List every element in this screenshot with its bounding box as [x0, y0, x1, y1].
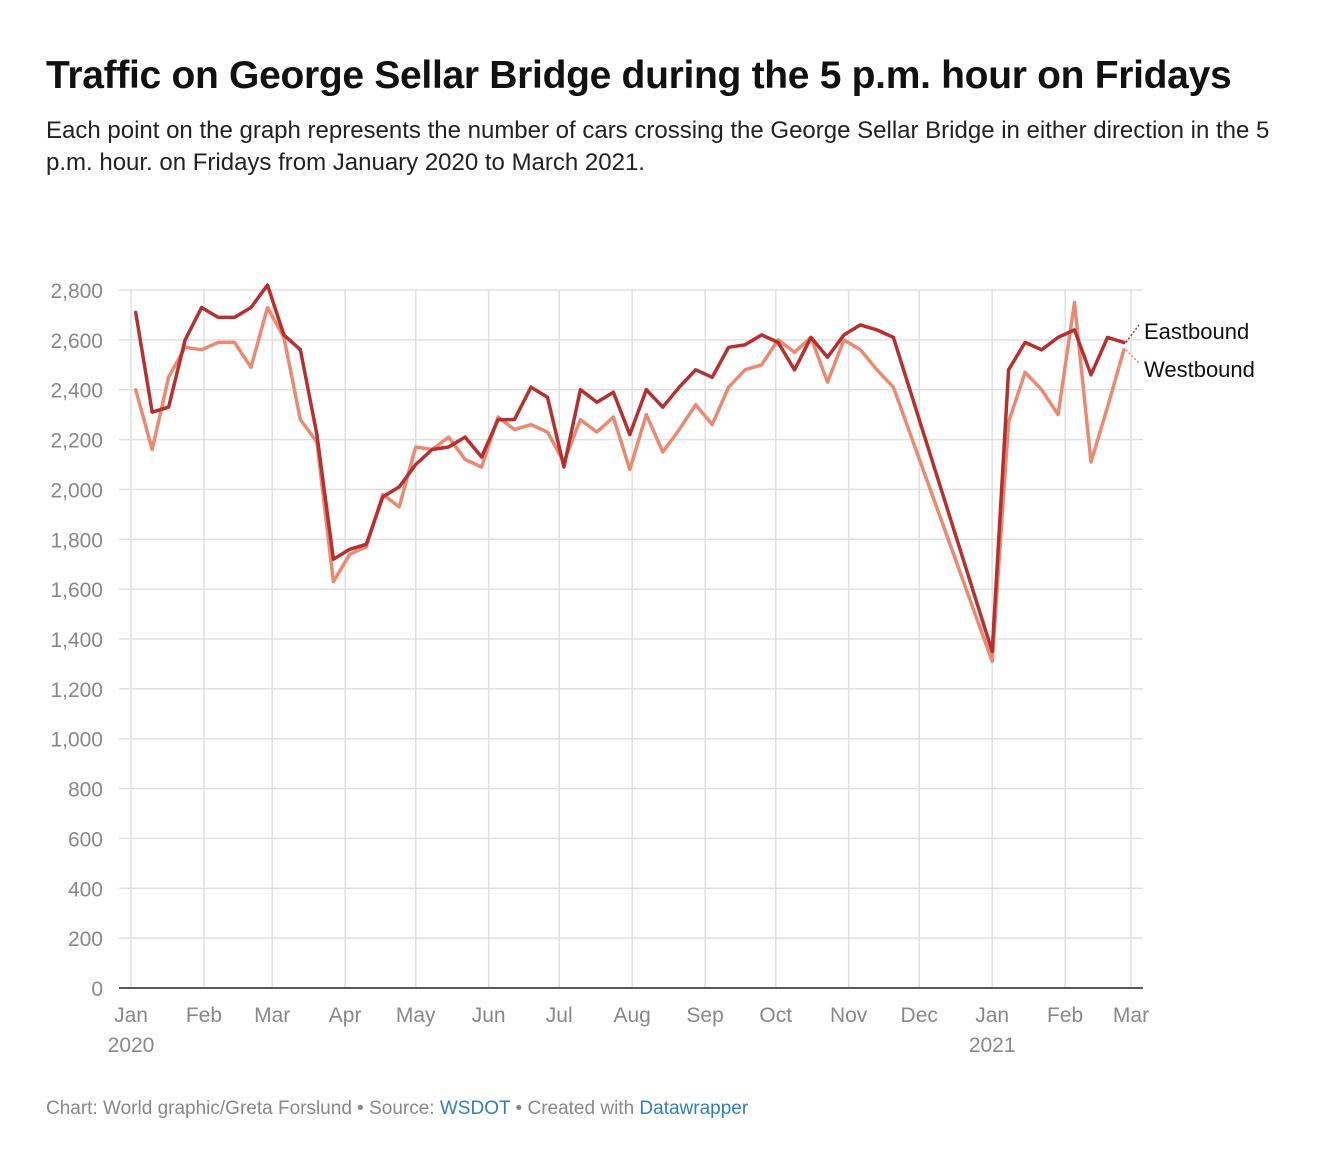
chart-subtitle: Each point on the graph represents the n… [46, 117, 1270, 176]
x-tick-label: Jun [472, 1004, 506, 1027]
x-tick-label: Jan [114, 1004, 148, 1027]
legend-label-westbound: Westbound [1144, 357, 1255, 382]
y-tick-label: 1,200 [50, 679, 103, 702]
x-tick-label: Mar [254, 1004, 290, 1027]
series-line-westbound [133, 300, 1126, 664]
legend-label-eastbound: Eastbound [1144, 319, 1249, 344]
x-tick-label: Jan [975, 1004, 1009, 1027]
chart-header: Traffic on George Sellar Bridge during t… [46, 52, 1296, 179]
legend-connector [1125, 349, 1140, 364]
x-tick-label: Apr [329, 1004, 362, 1027]
line-chart: 0 200 400 600 800 1,000 1,200 1,400 1,600 1,800 2,… [50, 280, 1255, 1057]
x-tick-year-label: 2021 [969, 1034, 1016, 1057]
y-tick-label: 2,400 [50, 380, 103, 403]
x-tick-label: Dec [901, 1004, 938, 1027]
footer-separator: • [351, 1098, 370, 1119]
x-tick-label: May [396, 1004, 436, 1027]
chart-title: Traffic on George Sellar Bridge during t… [46, 54, 1232, 97]
y-tick-label: 200 [68, 928, 103, 951]
x-tick-label: Aug [613, 1004, 650, 1027]
y-tick-label: 2,800 [50, 280, 103, 303]
y-tick-label: 2,600 [50, 330, 103, 353]
x-tick-year-label: 2020 [108, 1034, 155, 1057]
created-with-label: Created with [527, 1098, 640, 1119]
y-tick-label: 1,800 [50, 529, 103, 552]
series-line-eastbound [133, 283, 1126, 654]
source-label: Source: [369, 1098, 440, 1119]
footer-separator: • [510, 1098, 528, 1119]
y-tick-label: 1,000 [50, 729, 103, 752]
chart-credit: Chart: World graphic/Greta Forslund [46, 1098, 352, 1119]
y-tick-label: 2,000 [50, 479, 103, 502]
x-tick-label: Nov [830, 1004, 868, 1027]
y-tick-label: 1,400 [50, 629, 103, 652]
y-tick-label: 0 [91, 978, 103, 1001]
source-link[interactable]: WSDOT [439, 1098, 511, 1119]
x-tick-label: Sep [686, 1004, 723, 1027]
datawrapper-link[interactable]: Datawrapper [639, 1098, 749, 1119]
y-tick-label: 400 [68, 878, 103, 901]
y-tick-label: 2,200 [50, 430, 103, 453]
chart-footer: Chart: World graphic/Greta Forslund • So… [46, 1098, 748, 1120]
y-tick-label: 1,600 [50, 579, 103, 602]
x-tick-label: Feb [186, 1004, 222, 1027]
y-tick-label: 800 [68, 779, 103, 802]
x-tick-label: Jul [546, 1004, 573, 1027]
x-tick-label: Oct [759, 1004, 792, 1027]
y-tick-label: 600 [68, 828, 103, 851]
x-tick-label: Feb [1047, 1004, 1083, 1027]
x-tick-label: Mar [1113, 1004, 1149, 1027]
